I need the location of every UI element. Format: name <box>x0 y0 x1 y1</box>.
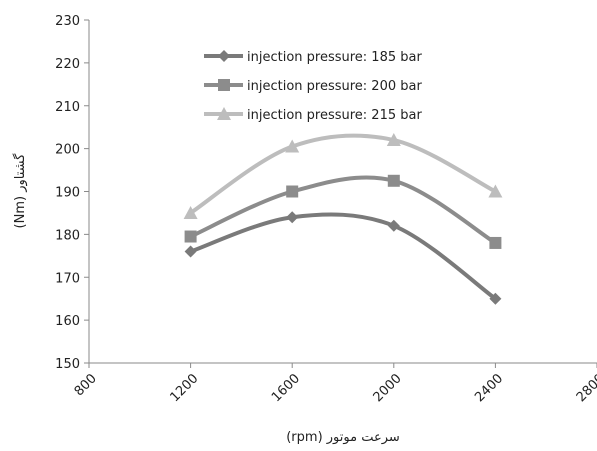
series-2 <box>184 174 502 249</box>
data-point <box>488 184 503 198</box>
axes <box>88 20 597 364</box>
y-axis-title: گشتاور (Nm) <box>12 153 28 229</box>
y-tick-label: 150 <box>55 357 80 372</box>
data-point <box>184 230 197 243</box>
y-tick-label: 160 <box>55 314 80 329</box>
x-axis-title: سرعت موتور (rpm) <box>286 430 400 445</box>
series-line <box>189 175 497 245</box>
x-tick-label: 2400 <box>472 371 506 405</box>
data-point <box>387 174 400 187</box>
legend-item: injection pressure: 215 bar <box>204 107 422 123</box>
y-tick-label: 190 <box>55 186 80 201</box>
x-tick-label: 1200 <box>167 371 201 405</box>
series-3 <box>183 133 503 219</box>
y-tick-label: 180 <box>55 228 80 243</box>
series-line <box>189 133 497 215</box>
data-point <box>489 236 502 249</box>
legend-marker <box>218 50 230 62</box>
y-axis-ticks: 150 160 170 180 190 200 210 220 230 <box>55 14 89 372</box>
data-point <box>285 139 300 153</box>
y-tick-label: 170 <box>55 271 80 286</box>
legend-item: injection pressure: 185 bar <box>204 50 422 65</box>
y-tick-label: 230 <box>55 14 80 29</box>
data-point <box>387 219 400 232</box>
legend-label: injection pressure: 185 bar <box>247 50 422 65</box>
series-1 <box>184 211 502 305</box>
data-point <box>183 205 198 219</box>
data-point <box>184 245 197 258</box>
legend-item: injection pressure: 200 bar <box>204 79 422 94</box>
y-tick-label: 220 <box>55 57 80 72</box>
data-point <box>386 133 401 147</box>
x-tick-label: 2000 <box>371 371 405 405</box>
data-point <box>286 211 299 224</box>
data-point <box>286 185 299 198</box>
x-tick-label: 1600 <box>269 371 303 405</box>
legend: injection pressure: 185 bar injection pre… <box>204 50 422 123</box>
y-tick-label: 210 <box>55 100 80 115</box>
series-line <box>189 212 497 301</box>
x-axis-ticks: 800 1200 1600 2000 2400 2800 <box>72 363 597 405</box>
legend-label: injection pressure: 200 bar <box>247 79 422 94</box>
legend-label: injection pressure: 215 bar <box>247 108 422 123</box>
data-point <box>489 292 502 305</box>
x-tick-label: 800 <box>72 371 100 399</box>
x-tick-label: 2800 <box>574 371 597 405</box>
series-layer <box>183 133 503 305</box>
y-tick-label: 200 <box>55 143 80 158</box>
legend-marker <box>218 79 230 91</box>
legend-marker <box>217 107 231 120</box>
